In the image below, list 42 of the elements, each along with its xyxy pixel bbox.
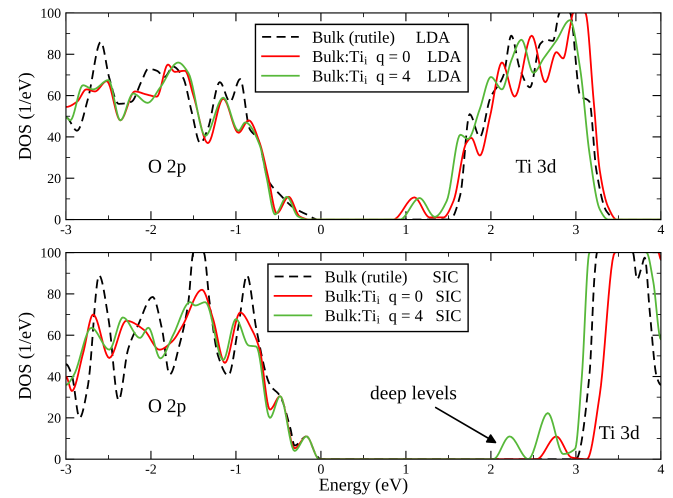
y-tick-label: 40	[47, 372, 61, 382]
x-tick-label: 0	[318, 464, 324, 474]
legend-label: Bulk (rutile) LDA	[312, 31, 450, 46]
y-tick-label: 80	[48, 50, 61, 60]
annotation: O 2p	[148, 399, 186, 416]
y-tick-label: 60	[48, 91, 61, 101]
x-tick-label: -2	[146, 224, 156, 234]
x-tick-label: -3	[60, 464, 72, 474]
y-axis-title: DOS (1/eV)	[18, 73, 35, 160]
x-tick-label: 2	[488, 464, 494, 474]
x-tick-label: 0	[318, 224, 324, 234]
y-tick-label: 20	[48, 174, 61, 184]
legend-label: Bulk:Ti$_{i}$ q = 4 SIC	[325, 310, 460, 325]
y-tick-label: 0	[54, 215, 61, 224]
x-tick-label: -1	[230, 464, 241, 474]
x-tick-label: 3	[573, 224, 579, 234]
x-tick-label: 4	[658, 224, 664, 234]
y-tick-label: 100	[41, 248, 61, 258]
annotation: O 2p	[148, 160, 186, 177]
x-tick-label: 2	[488, 224, 494, 234]
y-tick-label: 80	[48, 289, 61, 299]
legend-label: Bulk:Ti$_{i}$ q = 4 LDA	[312, 70, 462, 86]
x-tick-label: -2	[146, 464, 156, 474]
x-tick-label: 4	[658, 464, 664, 474]
x-tick-label: 1	[404, 224, 409, 234]
x-axis-title: Energy (eV)	[319, 478, 408, 494]
x-tick-label: 3	[573, 464, 579, 474]
legend-label: Bulk:Ti$_{i}$ q = 0 SIC	[325, 290, 460, 306]
legend-label: Bulk:Ti$_{i}$ q = 0 LDA	[312, 50, 462, 66]
annotation: Ti 3d	[599, 426, 640, 440]
x-tick-label: -3	[60, 224, 72, 234]
y-axis-title: DOS (1/eV)	[18, 312, 35, 400]
x-tick-label: -1	[230, 224, 241, 234]
y-tick-label: 20	[48, 413, 61, 423]
y-tick-label: 60	[48, 330, 61, 340]
annotation: deep levels	[370, 386, 456, 404]
annotation: Ti 3d	[516, 159, 556, 173]
y-tick-label: 100	[41, 8, 61, 18]
y-tick-label: 40	[47, 132, 61, 142]
y-tick-label: 0	[54, 454, 61, 464]
legend-label: Bulk (rutile) SIC	[325, 270, 458, 286]
x-tick-label: 1	[404, 464, 409, 474]
